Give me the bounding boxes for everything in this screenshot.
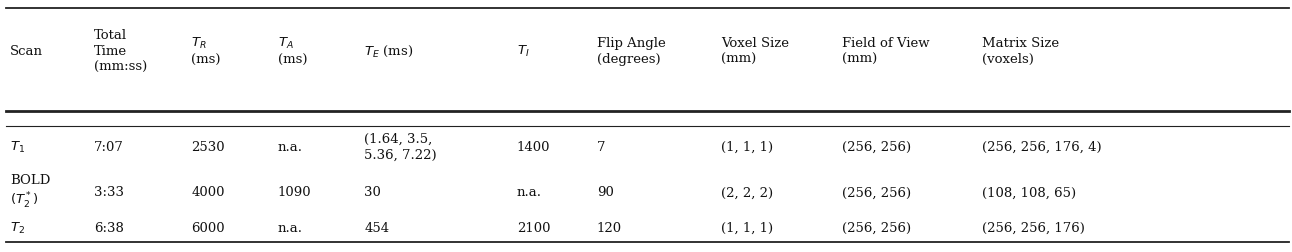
Text: BOLD
$(T_2^*)$: BOLD $(T_2^*)$ [10,174,50,211]
Text: (256, 256, 176, 4): (256, 256, 176, 4) [982,141,1102,154]
Text: 6000: 6000 [191,222,225,235]
Text: 1090: 1090 [278,186,311,199]
Text: Flip Angle
(degrees): Flip Angle (degrees) [597,37,665,66]
Text: (256, 256, 176): (256, 256, 176) [982,222,1085,235]
Text: Total
Time
(mm:ss): Total Time (mm:ss) [94,29,147,74]
Text: 2530: 2530 [191,141,225,154]
Text: (1, 1, 1): (1, 1, 1) [721,222,773,235]
Text: $T_2$: $T_2$ [10,220,26,236]
Text: $T_R$
(ms): $T_R$ (ms) [191,36,221,67]
Text: n.a.: n.a. [278,141,302,154]
Text: $T_E$ (ms): $T_E$ (ms) [364,44,413,59]
Text: 90: 90 [597,186,614,199]
Text: $T_A$
(ms): $T_A$ (ms) [278,36,307,67]
Text: Voxel Size
(mm): Voxel Size (mm) [721,37,789,66]
Text: n.a.: n.a. [517,186,541,199]
Text: (108, 108, 65): (108, 108, 65) [982,186,1076,199]
Text: 2100: 2100 [517,222,550,235]
Text: 1400: 1400 [517,141,550,154]
Text: 3:33: 3:33 [94,186,124,199]
Text: 7: 7 [597,141,606,154]
Text: (256, 256): (256, 256) [842,222,912,235]
Text: 4000: 4000 [191,186,225,199]
Text: (256, 256): (256, 256) [842,141,912,154]
Text: (1, 1, 1): (1, 1, 1) [721,141,773,154]
Text: 6:38: 6:38 [94,222,124,235]
Text: n.a.: n.a. [278,222,302,235]
Text: 7:07: 7:07 [94,141,124,154]
Text: (2, 2, 2): (2, 2, 2) [721,186,773,199]
Text: $T_I$: $T_I$ [517,44,530,59]
Text: $T_1$: $T_1$ [10,140,26,155]
Text: (256, 256): (256, 256) [842,186,912,199]
Text: (1.64, 3.5,
5.36, 7.22): (1.64, 3.5, 5.36, 7.22) [364,133,437,162]
Text: 454: 454 [364,222,389,235]
Text: Scan: Scan [10,45,44,58]
Text: Matrix Size
(voxels): Matrix Size (voxels) [982,37,1059,66]
Text: 30: 30 [364,186,381,199]
Text: Field of View
(mm): Field of View (mm) [842,37,930,66]
Text: 120: 120 [597,222,621,235]
